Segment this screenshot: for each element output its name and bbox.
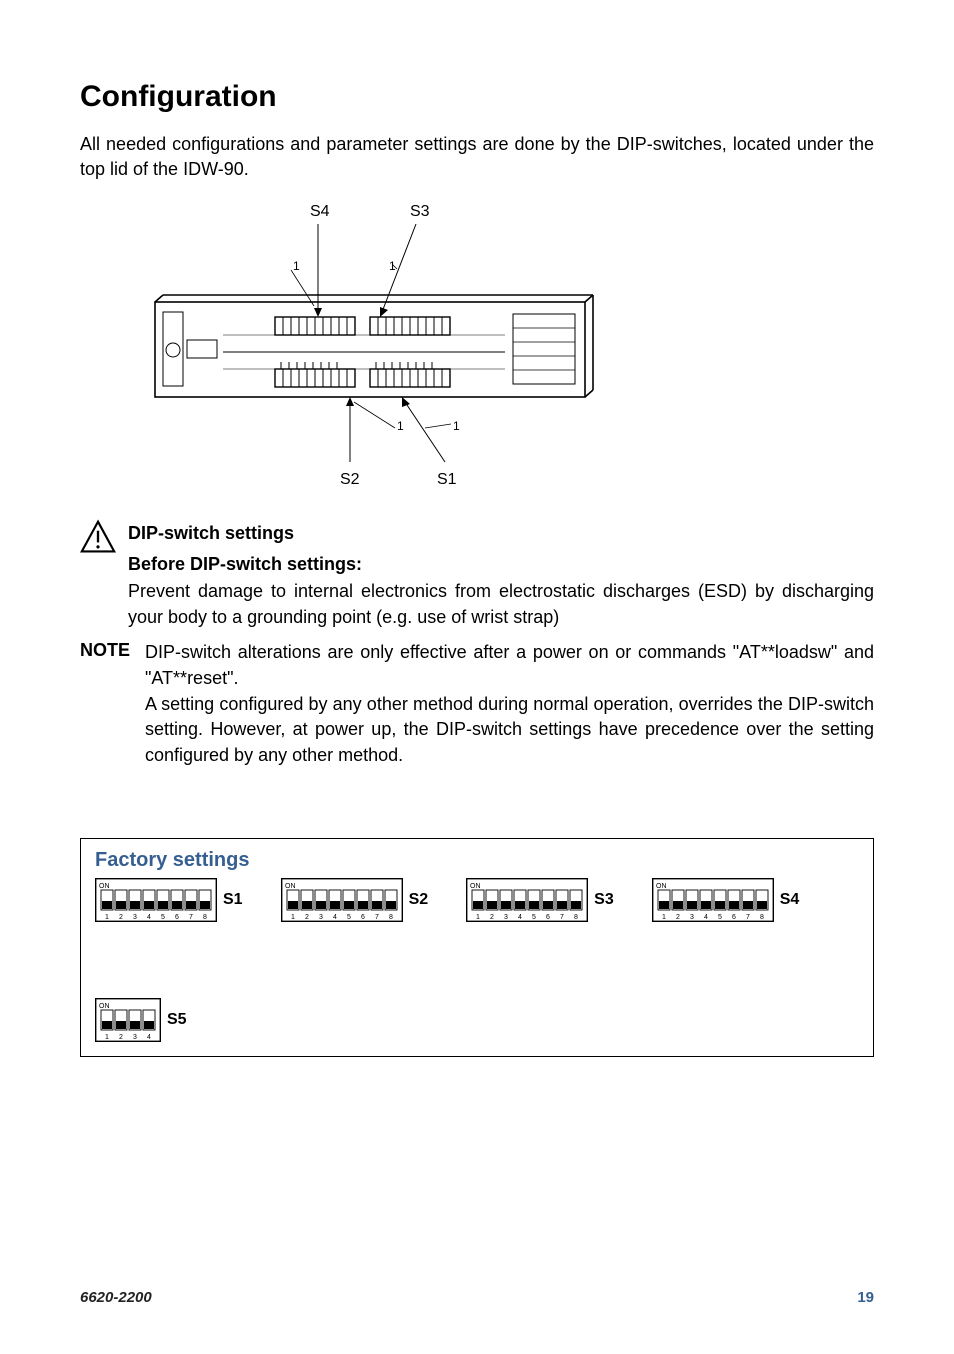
dip-block-s4 bbox=[275, 317, 355, 335]
dip-block-s3 bbox=[370, 317, 450, 335]
svg-text:ON: ON bbox=[99, 1003, 110, 1010]
svg-text:6: 6 bbox=[546, 914, 550, 921]
svg-text:5: 5 bbox=[532, 914, 536, 921]
svg-text:7: 7 bbox=[746, 914, 750, 921]
dip-label-s3: S3 bbox=[594, 891, 614, 909]
svg-text:2: 2 bbox=[305, 914, 309, 921]
footer-doc-number: 6620-2200 bbox=[80, 1289, 152, 1306]
warning-icon bbox=[80, 519, 116, 555]
svg-text:6: 6 bbox=[732, 914, 736, 921]
svg-text:8: 8 bbox=[574, 914, 578, 921]
svg-text:ON: ON bbox=[470, 883, 481, 890]
svg-text:2: 2 bbox=[676, 914, 680, 921]
svg-text:4: 4 bbox=[147, 1034, 151, 1041]
footer-page-number: 19 bbox=[857, 1289, 874, 1306]
dip-label-s5: S5 bbox=[167, 1011, 187, 1029]
svg-text:7: 7 bbox=[189, 914, 193, 921]
svg-text:1: 1 bbox=[105, 1034, 109, 1041]
page-title: Configuration bbox=[80, 80, 874, 114]
dip-location-diagram: S4 S3 1 1 bbox=[135, 202, 874, 507]
svg-text:ON: ON bbox=[656, 883, 667, 890]
svg-text:2: 2 bbox=[119, 914, 123, 921]
svg-text:5: 5 bbox=[161, 914, 165, 921]
svg-text:3: 3 bbox=[504, 914, 508, 921]
svg-text:8: 8 bbox=[760, 914, 764, 921]
intro-text: All needed configurations and parameter … bbox=[80, 132, 874, 182]
arrow-mark-s4: 1 bbox=[293, 259, 300, 273]
dip-switch-s1: ON 1 2 3 4 5 6 7 8 S1 bbox=[95, 878, 243, 922]
svg-text:3: 3 bbox=[133, 914, 137, 921]
svg-text:8: 8 bbox=[389, 914, 393, 921]
svg-text:7: 7 bbox=[560, 914, 564, 921]
svg-text:4: 4 bbox=[518, 914, 522, 921]
dip-block-s1 bbox=[370, 362, 450, 387]
svg-text:2: 2 bbox=[119, 1034, 123, 1041]
svg-text:1: 1 bbox=[291, 914, 295, 921]
label-s2: S2 bbox=[340, 471, 360, 488]
svg-text:6: 6 bbox=[175, 914, 179, 921]
svg-text:1: 1 bbox=[476, 914, 480, 921]
svg-text:1: 1 bbox=[105, 914, 109, 921]
svg-text:4: 4 bbox=[333, 914, 337, 921]
svg-text:3: 3 bbox=[133, 1034, 137, 1041]
label-s4: S4 bbox=[310, 203, 330, 220]
dip-block-s2 bbox=[275, 362, 355, 387]
svg-text:ON: ON bbox=[99, 883, 110, 890]
note-line2: A setting configured by any other method… bbox=[145, 692, 874, 769]
factory-settings-box: Factory settings ON 1 2 3 4 5 6 7 8 S1 ON 1 2 3 4 5 6 7 8 S… bbox=[80, 838, 874, 1057]
arrow-mark-s3: 1 bbox=[389, 259, 396, 273]
before-text: Prevent damage to internal electronics f… bbox=[128, 579, 874, 630]
svg-text:2: 2 bbox=[490, 914, 494, 921]
svg-text:6: 6 bbox=[361, 914, 365, 921]
svg-text:3: 3 bbox=[690, 914, 694, 921]
svg-text:4: 4 bbox=[704, 914, 708, 921]
svg-text:7: 7 bbox=[375, 914, 379, 921]
dip-switch-heading: DIP-switch settings bbox=[128, 523, 874, 544]
note-label: NOTE bbox=[80, 640, 135, 768]
svg-text:4: 4 bbox=[147, 914, 151, 921]
label-s1: S1 bbox=[437, 471, 457, 488]
dip-switch-s3: ON 1 2 3 4 5 6 7 8 S3 bbox=[466, 878, 614, 922]
svg-text:1: 1 bbox=[662, 914, 666, 921]
arrow-mark-s2: 1 bbox=[397, 419, 404, 433]
dip-switch-s2: ON 1 2 3 4 5 6 7 8 S2 bbox=[281, 878, 429, 922]
svg-text:5: 5 bbox=[718, 914, 722, 921]
arrow-mark-s1: 1 bbox=[453, 419, 460, 433]
factory-title: Factory settings bbox=[95, 849, 859, 872]
svg-text:5: 5 bbox=[347, 914, 351, 921]
dip-switch-s5: ON 1 2 3 4 S5 bbox=[95, 998, 187, 1042]
label-s3: S3 bbox=[410, 203, 430, 220]
before-label: Before DIP-switch settings: bbox=[128, 554, 874, 575]
dip-label-s2: S2 bbox=[409, 891, 429, 909]
dip-label-s1: S1 bbox=[223, 891, 243, 909]
note-line1: DIP-switch alterations are only effectiv… bbox=[145, 640, 874, 691]
dip-switch-s4: ON 1 2 3 4 5 6 7 8 S4 bbox=[652, 878, 800, 922]
svg-text:8: 8 bbox=[203, 914, 207, 921]
svg-text:3: 3 bbox=[319, 914, 323, 921]
dip-label-s4: S4 bbox=[780, 891, 800, 909]
svg-text:ON: ON bbox=[285, 883, 296, 890]
